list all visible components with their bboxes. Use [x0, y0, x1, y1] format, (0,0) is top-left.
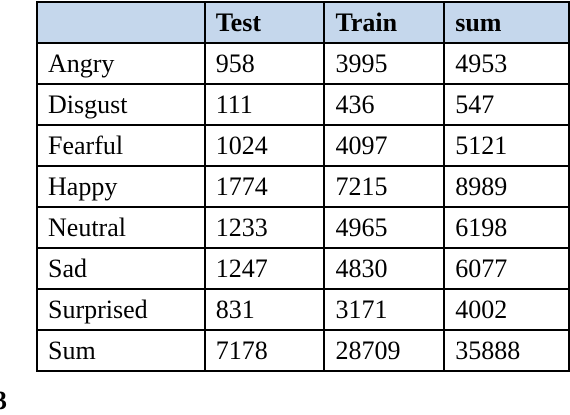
test-cell: 831	[203, 288, 326, 331]
cropped-text-fragment: 3	[0, 386, 7, 415]
table-row: Sad 1247 4830 6077	[36, 247, 570, 290]
table-row: Happy 1774 7215 8989	[36, 165, 570, 208]
emotion-counts-table: Test Train sum Angry 958 3995 4953 Disgu…	[36, 1, 570, 372]
train-cell: 436	[323, 83, 446, 126]
sum-cell: 6198	[443, 206, 570, 249]
row-label: Sum	[36, 329, 206, 372]
header-cell-empty	[36, 1, 206, 44]
sum-cell: 5121	[443, 124, 570, 167]
table-row: Angry 958 3995 4953	[36, 42, 570, 85]
test-cell: 958	[203, 42, 326, 85]
table-row: Neutral 1233 4965 6198	[36, 206, 570, 249]
train-cell: 4097	[323, 124, 446, 167]
train-cell: 4830	[323, 247, 446, 290]
table-row: Disgust 111 436 547	[36, 83, 570, 126]
test-cell: 1233	[203, 206, 326, 249]
table-header-row: Test Train sum	[36, 1, 570, 44]
test-cell: 7178	[203, 329, 326, 372]
row-label: Surprised	[36, 288, 206, 331]
train-cell: 3171	[323, 288, 446, 331]
test-cell: 1774	[203, 165, 326, 208]
row-label: Fearful	[36, 124, 206, 167]
sum-cell: 4953	[443, 42, 570, 85]
test-cell: 111	[203, 83, 326, 126]
sum-cell: 35888	[443, 329, 570, 372]
table-row: Fearful 1024 4097 5121	[36, 124, 570, 167]
train-cell: 4965	[323, 206, 446, 249]
header-cell-sum: sum	[443, 1, 570, 44]
train-cell: 28709	[323, 329, 446, 372]
header-cell-test: Test	[203, 1, 326, 44]
header-cell-train: Train	[323, 1, 446, 44]
test-cell: 1024	[203, 124, 326, 167]
row-label: Neutral	[36, 206, 206, 249]
sum-cell: 547	[443, 83, 570, 126]
row-label: Happy	[36, 165, 206, 208]
sum-cell: 8989	[443, 165, 570, 208]
sum-cell: 6077	[443, 247, 570, 290]
row-label: Sad	[36, 247, 206, 290]
train-cell: 7215	[323, 165, 446, 208]
emotion-counts-table-container: Test Train sum Angry 958 3995 4953 Disgu…	[36, 1, 570, 372]
test-cell: 1247	[203, 247, 326, 290]
sum-cell: 4002	[443, 288, 570, 331]
row-label: Disgust	[36, 83, 206, 126]
row-label: Angry	[36, 42, 206, 85]
table-row-total: Sum 7178 28709 35888	[36, 329, 570, 372]
train-cell: 3995	[323, 42, 446, 85]
table-row: Surprised 831 3171 4002	[36, 288, 570, 331]
